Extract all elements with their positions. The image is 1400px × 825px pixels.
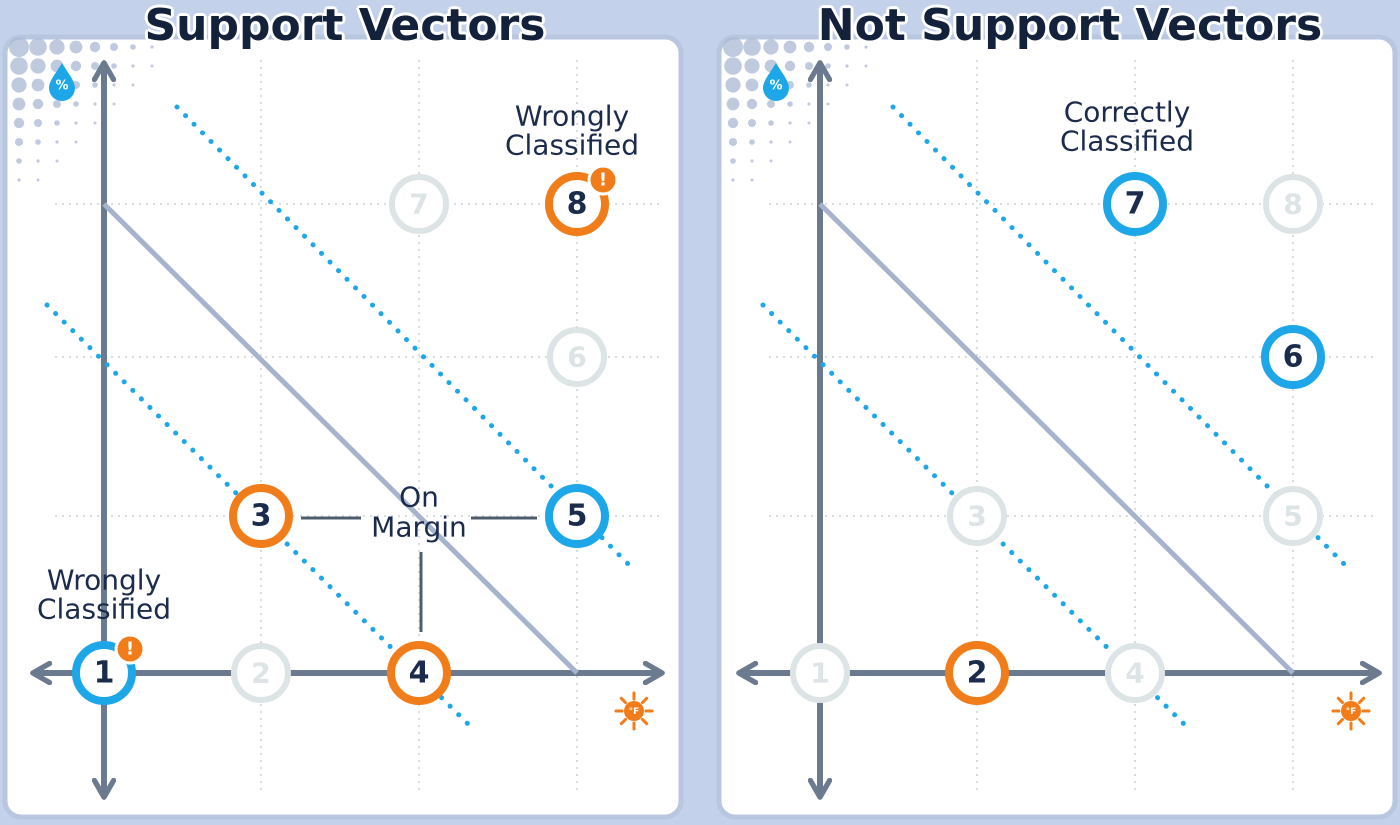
- panel-title-not-support-vectors: Not Support Vectors: [817, 0, 1323, 51]
- point-label: 5: [567, 499, 588, 534]
- upper-margin-line: [174, 104, 635, 571]
- point-label: 1: [810, 657, 829, 690]
- data-point-4: 4: [387, 641, 451, 705]
- point-ring-faded: [1105, 643, 1165, 703]
- point-ring: [545, 484, 609, 548]
- annotation-wrongly-classified-bottom-line1: Wrongly: [47, 564, 161, 597]
- point-ring: [1261, 325, 1325, 389]
- point-ring: [545, 172, 609, 236]
- point-ring: [72, 641, 136, 705]
- data-point-1: 1: [790, 643, 850, 703]
- point-label: 2: [251, 657, 270, 690]
- exclamation-icon: !: [587, 164, 619, 196]
- point-ring: [387, 641, 451, 705]
- data-point-3: 3: [947, 486, 1007, 546]
- point-ring: [945, 641, 1009, 705]
- upper-margin-line: [890, 104, 1351, 571]
- annotation-wrongly-classified-top-line1: Wrongly: [515, 100, 629, 133]
- data-point-8: 8!: [545, 164, 619, 236]
- annotation-on-margin-line2: Margin: [371, 511, 467, 544]
- svg-text:!: !: [599, 170, 607, 191]
- point-label: 7: [1125, 187, 1146, 222]
- point-label: 4: [409, 656, 430, 691]
- exclamation-icon: !: [114, 633, 146, 665]
- point-ring-faded: [389, 174, 449, 234]
- humidity-percent-drop-icon: %: [49, 63, 75, 101]
- point-label: 1: [94, 656, 115, 691]
- point-label: 2: [967, 656, 988, 691]
- data-point-5: 5: [1263, 486, 1323, 546]
- point-label: 7: [409, 188, 428, 221]
- svg-text:%: %: [55, 79, 68, 94]
- data-point-2: 2: [231, 643, 291, 703]
- panel-card: [716, 34, 1398, 820]
- decision-boundary-line: [818, 202, 1295, 675]
- panel-card: [2, 34, 684, 820]
- data-point-5: 5: [545, 484, 609, 548]
- point-label: 5: [1283, 500, 1302, 533]
- panel-title-support-vectors: Support Vectors: [144, 0, 546, 51]
- data-point-6: 6: [1261, 325, 1325, 389]
- point-label: 3: [251, 499, 272, 534]
- decision-boundary-line: [102, 202, 579, 675]
- point-ring-faded: [1263, 174, 1323, 234]
- annotation-correctly-classified-line1: Correctly: [1064, 96, 1191, 129]
- data-point-7: 7: [389, 174, 449, 234]
- point-label: 3: [967, 500, 986, 533]
- annotation-on-margin-line1: On: [399, 481, 439, 514]
- point-label: 8: [1283, 188, 1302, 221]
- point-ring-faded: [790, 643, 850, 703]
- point-ring-faded: [547, 327, 607, 387]
- point-label: 6: [1283, 340, 1304, 375]
- data-point-8: 8: [1263, 174, 1323, 234]
- point-label: 4: [1125, 657, 1144, 690]
- annotation-correctly-classified-line2: Classified: [1060, 125, 1194, 158]
- point-ring-faded: [947, 486, 1007, 546]
- point-label: 6: [567, 341, 586, 374]
- point-label: 8: [567, 187, 588, 222]
- svg-text:%: %: [769, 79, 782, 94]
- point-ring-faded: [231, 643, 291, 703]
- svg-text:!: !: [126, 639, 134, 660]
- point-ring: [1103, 172, 1167, 236]
- data-point-2: 2: [945, 641, 1009, 705]
- data-point-6: 6: [547, 327, 607, 387]
- svg-text:°F: °F: [629, 707, 640, 717]
- point-ring-faded: [1263, 486, 1323, 546]
- point-ring: [229, 484, 293, 548]
- svg-text:°F: °F: [1346, 707, 1357, 717]
- humidity-percent-drop-icon: %: [763, 63, 789, 101]
- data-point-3: 3: [229, 484, 293, 548]
- annotation-wrongly-classified-bottom-line2: Classified: [37, 593, 171, 626]
- temperature-sun-icon: °F: [614, 691, 654, 731]
- halftone-dots-decoration: [9, 37, 154, 182]
- data-point-1: 1!: [72, 633, 146, 705]
- data-point-4: 4: [1105, 643, 1165, 703]
- temperature-sun-icon: °F: [1331, 691, 1371, 731]
- annotation-wrongly-classified-top-line2: Classified: [505, 129, 639, 162]
- data-point-7: 7: [1103, 172, 1167, 236]
